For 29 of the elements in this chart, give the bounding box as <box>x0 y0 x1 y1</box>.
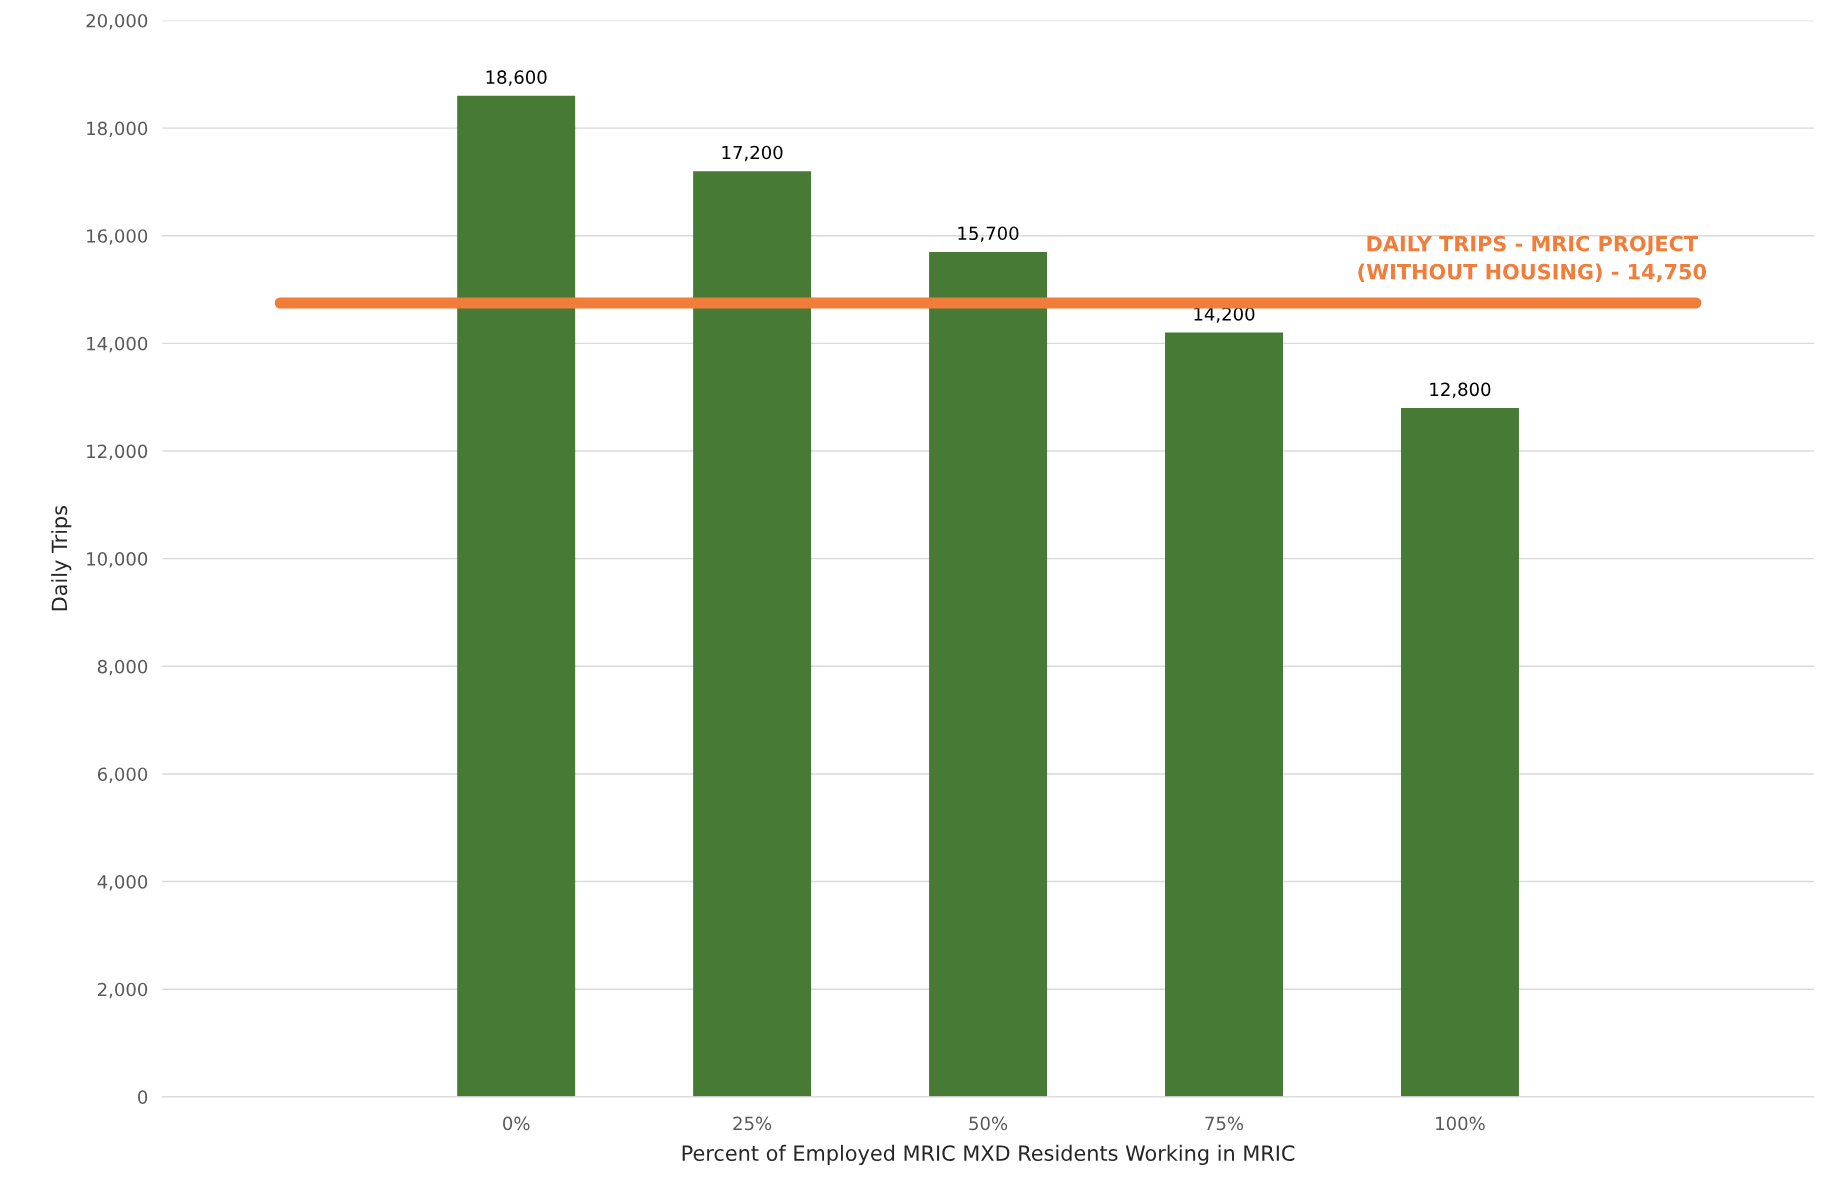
data-label: 14,200 <box>1194 307 1255 323</box>
y-tick-label: 6,000 <box>97 767 148 783</box>
x-tick-label: 100% <box>1436 1116 1485 1131</box>
y-tick-label: 4,000 <box>97 875 148 891</box>
y-axis-title: Daily Trips <box>51 505 72 611</box>
bar <box>1400 407 1519 1097</box>
y-tick-label: 18,000 <box>87 121 148 138</box>
x-axis-title: Percent of Employed MRIC MXD Residents Working in MRIC <box>682 1144 1295 1166</box>
data-label: 15,700 <box>958 226 1019 242</box>
bar <box>457 95 576 1097</box>
x-tick-label: 75% <box>1205 1116 1244 1131</box>
y-tick-label: 12,000 <box>87 444 148 460</box>
x-tick-label: 25% <box>733 1116 772 1131</box>
bar <box>693 171 812 1097</box>
data-label: 17,200 <box>722 145 783 162</box>
y-tick-label: 8,000 <box>97 659 148 676</box>
y-tick-label: 10,000 <box>87 552 148 568</box>
y-tick-label: 2,000 <box>97 982 148 999</box>
y-tick-label: 14,000 <box>87 336 148 353</box>
bar <box>1165 332 1283 1097</box>
bar <box>929 251 1048 1097</box>
y-tick-label: 0 <box>138 1090 148 1104</box>
y-tick-label: 20,000 <box>86 13 148 30</box>
x-tick-label: 50% <box>969 1116 1008 1131</box>
y-tick-label: 16,000 <box>87 229 148 245</box>
ref-line-label: DAILY TRIPS - MRIC PROJECT (WITHOUT HOUSING) - 14,750 <box>1358 235 1707 283</box>
x-tick-label: 0% <box>503 1116 530 1131</box>
data-label: 18,600 <box>486 70 547 86</box>
data-label: 12,800 <box>1430 382 1491 398</box>
